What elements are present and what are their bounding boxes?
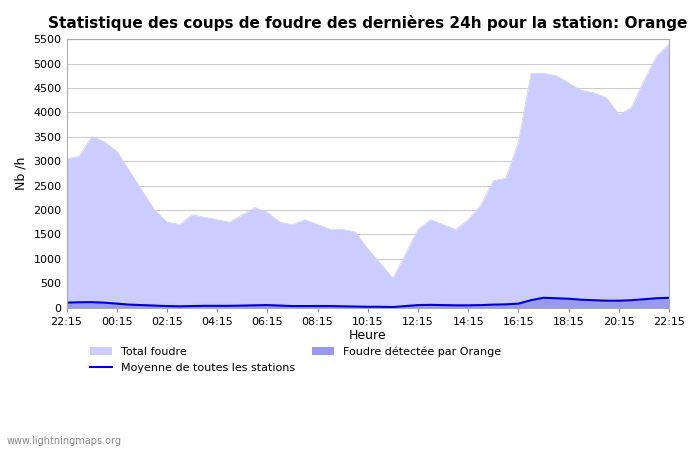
Title: Statistique des coups de foudre des dernières 24h pour la station: Orange: Statistique des coups de foudre des dern… — [48, 15, 687, 31]
Y-axis label: Nb /h: Nb /h — [15, 157, 28, 190]
Text: www.lightningmaps.org: www.lightningmaps.org — [7, 436, 122, 446]
X-axis label: Heure: Heure — [349, 329, 386, 342]
Legend: Total foudre, Moyenne de toutes les stations, Foudre détectée par Orange: Total foudre, Moyenne de toutes les stat… — [85, 342, 505, 377]
